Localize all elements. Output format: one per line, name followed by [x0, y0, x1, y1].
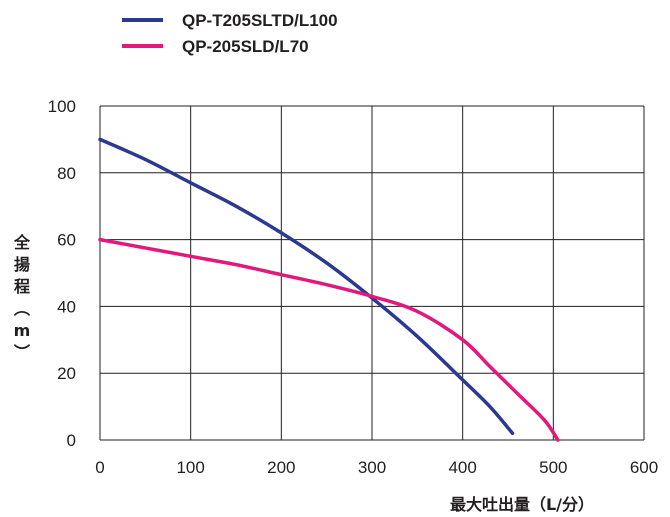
x-axis-label: 最大吐出量（L/分）	[450, 495, 594, 514]
y-tick-label-0: 0	[67, 431, 76, 450]
legend: QP-T205SLTD/L100 QP-205SLD/L70	[122, 11, 338, 56]
y-axis-label: 全揚程︵ m ︶	[13, 233, 31, 362]
y-tick-label-5: 100	[48, 97, 76, 116]
y-tick-label-2: 40	[57, 297, 76, 316]
x-tick-label-0: 0	[95, 458, 104, 477]
series-line-1	[98, 237, 560, 442]
legend-label-0: QP-T205SLTD/L100	[182, 11, 338, 30]
series-line-0	[98, 137, 515, 436]
x-tick-label-1: 100	[176, 458, 204, 477]
x-tick-label-3: 300	[358, 458, 386, 477]
x-tick-label-4: 400	[448, 458, 476, 477]
y-tick-label-3: 60	[57, 231, 76, 250]
tick-labels: 0 100 200 300 400 500 600 0 20 40 60 80 100	[48, 97, 659, 477]
series-layer	[98, 137, 560, 442]
x-tick-label-6: 600	[630, 458, 658, 477]
y-tick-label-4: 80	[57, 164, 76, 183]
legend-label-1: QP-205SLD/L70	[182, 37, 309, 56]
y-tick-label-1: 20	[57, 364, 76, 383]
x-tick-label-2: 200	[267, 458, 295, 477]
x-tick-label-5: 500	[539, 458, 567, 477]
grid	[99, 105, 645, 441]
